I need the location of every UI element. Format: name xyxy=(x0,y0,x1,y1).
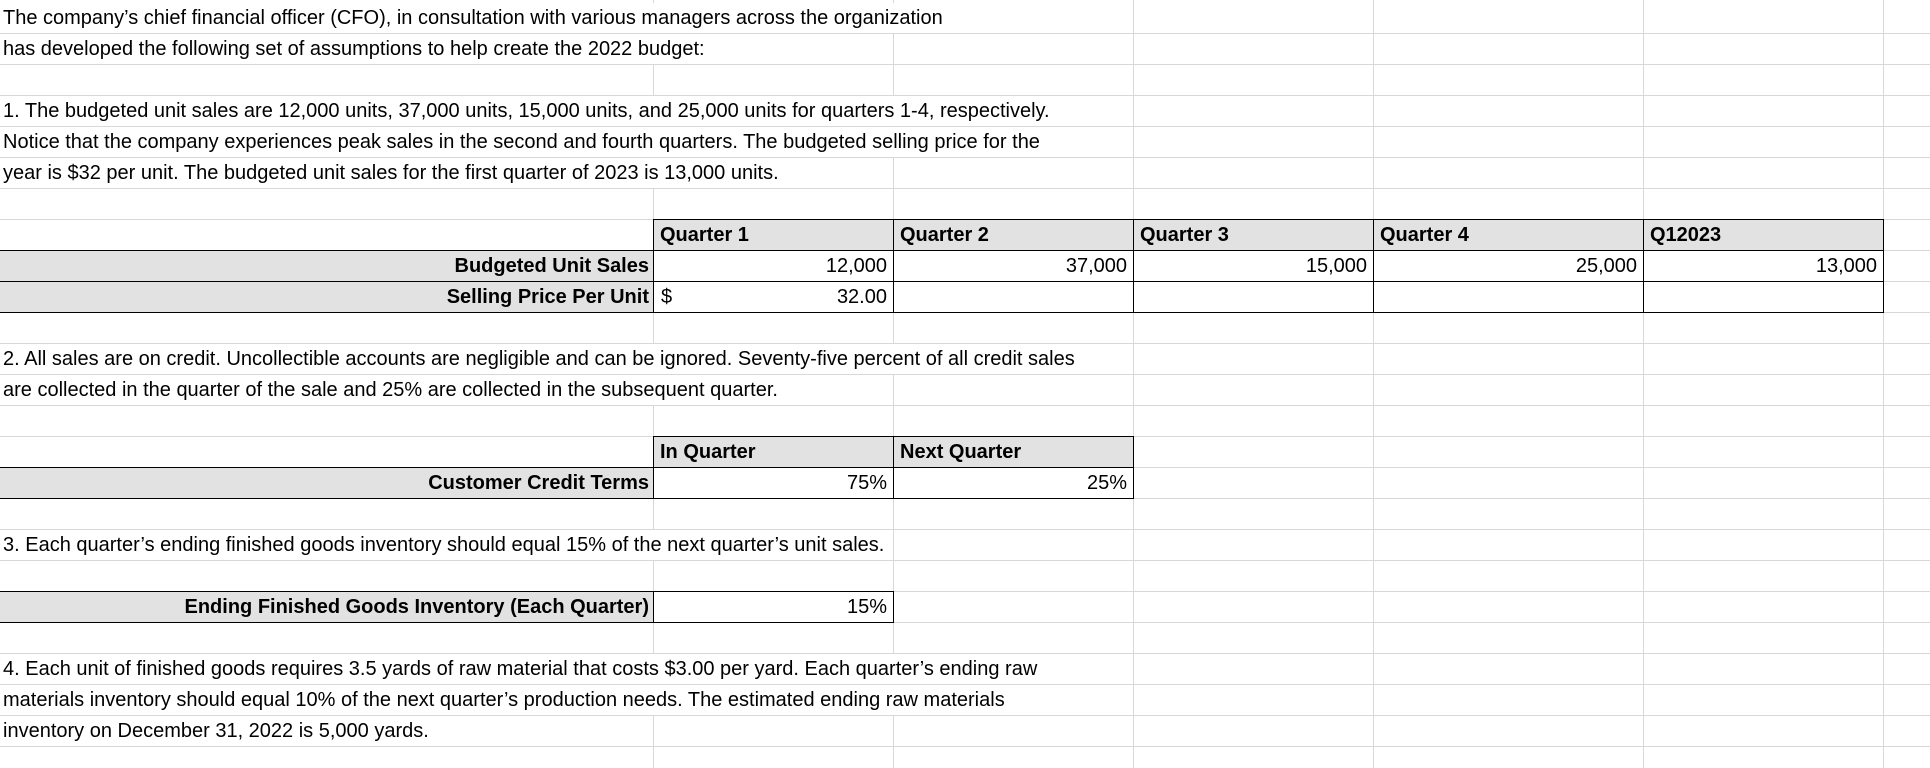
gridline xyxy=(0,715,1930,716)
selling-price-label[interactable]: Selling Price Per Unit xyxy=(0,281,654,313)
sales-header-quarter2[interactable]: Quarter 2 xyxy=(893,219,1134,251)
assumption2-line-1: 2. All sales are on credit. Uncollectibl… xyxy=(3,344,1081,374)
budgeted-unit-sales-label[interactable]: Budgeted Unit Sales xyxy=(0,250,654,282)
gridline xyxy=(1883,0,1884,768)
selling-price-q12023[interactable] xyxy=(1643,281,1884,313)
intro-text-line-1: The company’s chief financial officer (C… xyxy=(3,3,949,33)
budgeted-unit-sales-q1[interactable]: 12,000 xyxy=(653,250,894,282)
sales-header-quarter3[interactable]: Quarter 3 xyxy=(1133,219,1374,251)
credit-next-quarter-value[interactable]: 25% xyxy=(893,467,1134,499)
gridline xyxy=(1643,0,1644,768)
gridline xyxy=(0,188,1930,189)
gridline xyxy=(0,343,1930,344)
assumption1-line-2: Notice that the company experiences peak… xyxy=(3,127,1046,157)
gridline xyxy=(0,591,1930,592)
assumption2-line-2: are collected in the quarter of the sale… xyxy=(3,375,784,405)
assumption4-line-1: 4. Each unit of finished goods requires … xyxy=(3,654,1044,684)
assumption3-line-1: 3. Each quarter’s ending finished goods … xyxy=(3,530,891,560)
gridline xyxy=(0,746,1930,747)
credit-header-next-quarter[interactable]: Next Quarter xyxy=(893,436,1134,468)
gridline xyxy=(0,157,1930,158)
selling-price-amount: 32.00 xyxy=(836,285,887,308)
gridline xyxy=(893,0,894,768)
ending-fg-inventory-value[interactable]: 15% xyxy=(653,591,894,623)
sales-header-quarter4[interactable]: Quarter 4 xyxy=(1373,219,1644,251)
sales-header-quarter1[interactable]: Quarter 1 xyxy=(653,219,894,251)
budgeted-unit-sales-q12023[interactable]: 13,000 xyxy=(1643,250,1884,282)
selling-price-q4[interactable] xyxy=(1373,281,1644,313)
credit-in-quarter-value[interactable]: 75% xyxy=(653,467,894,499)
gridline xyxy=(0,405,1930,406)
gridline xyxy=(0,64,1930,65)
gridline xyxy=(1373,0,1374,768)
ending-fg-inventory-label[interactable]: Ending Finished Goods Inventory (Each Qu… xyxy=(0,591,654,623)
budgeted-unit-sales-q2[interactable]: 37,000 xyxy=(893,250,1134,282)
selling-price-q2[interactable] xyxy=(893,281,1134,313)
gridline xyxy=(0,95,1930,96)
intro-text-line-2: has developed the following set of assum… xyxy=(3,34,711,64)
gridline xyxy=(0,529,1930,530)
selling-price-q3[interactable] xyxy=(1133,281,1374,313)
gridline xyxy=(0,622,1930,623)
budgeted-unit-sales-q3[interactable]: 15,000 xyxy=(1133,250,1374,282)
assumption1-line-3: year is $32 per unit. The budgeted unit … xyxy=(3,158,785,188)
currency-symbol: $ xyxy=(661,285,673,308)
assumption4-line-3: inventory on December 31, 2022 is 5,000 … xyxy=(3,716,435,746)
gridline xyxy=(0,33,1930,34)
gridline xyxy=(1133,0,1134,768)
gridline xyxy=(0,653,1930,654)
assumption4-line-2: materials inventory should equal 10% of … xyxy=(3,685,1011,715)
credit-header-in-quarter[interactable]: In Quarter xyxy=(653,436,894,468)
budgeted-unit-sales-q4[interactable]: 25,000 xyxy=(1373,250,1644,282)
gridline xyxy=(0,126,1930,127)
customer-credit-terms-label[interactable]: Customer Credit Terms xyxy=(0,467,654,499)
assumption1-line-1: 1. The budgeted unit sales are 12,000 un… xyxy=(3,96,1056,126)
selling-price-q1[interactable]: $ 32.00 xyxy=(653,281,894,313)
gridline xyxy=(0,560,1930,561)
gridline xyxy=(0,374,1930,375)
gridline xyxy=(0,684,1930,685)
sales-header-q12023[interactable]: Q12023 xyxy=(1643,219,1884,251)
